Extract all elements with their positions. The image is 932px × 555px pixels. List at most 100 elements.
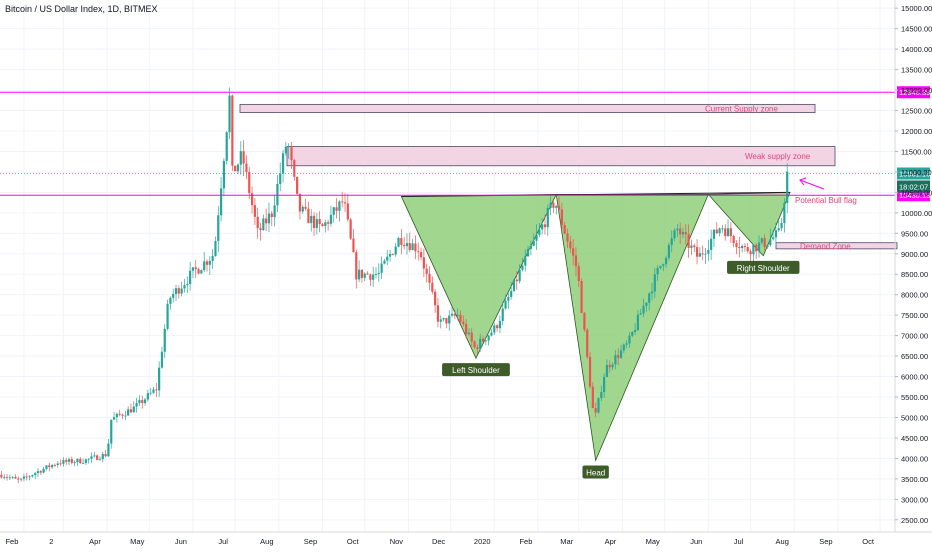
candle-body — [374, 274, 378, 275]
candle-body — [62, 460, 65, 464]
left-shoulder-label: Left Shoulder — [452, 366, 500, 375]
candle-body — [217, 215, 220, 242]
candle-body — [679, 228, 682, 235]
candle-body — [656, 268, 659, 275]
candle-body — [594, 408, 597, 413]
y-tick-label: 12500.00 — [901, 107, 932, 116]
zone-1[interactable] — [239, 103, 816, 113]
x-tick-label: Apr — [605, 537, 617, 546]
candles — [0, 87, 789, 484]
candle-body — [25, 476, 28, 478]
y-tick-label: 10500.00 — [901, 188, 932, 197]
candle-body — [183, 285, 186, 289]
horizontal-lines: 12946.39 10430.13 10961.16 18:02:07 — [0, 86, 930, 202]
y-tick-label: 3000.00 — [901, 495, 928, 504]
candle-body — [495, 325, 499, 329]
candle-body — [256, 216, 259, 229]
candle-body — [417, 251, 420, 253]
candle-body — [673, 230, 676, 239]
candle-body — [566, 233, 569, 242]
candle-body — [588, 356, 592, 387]
candle-body — [487, 335, 490, 341]
candle-body — [31, 475, 34, 477]
y-tick-label: 4000.00 — [901, 454, 928, 463]
x-tick-label: Aug — [776, 537, 789, 546]
candle-body — [211, 256, 214, 261]
candle-body — [687, 234, 690, 248]
x-tick-label: Oct — [862, 537, 875, 546]
candle-body — [160, 351, 164, 368]
candle-body — [538, 229, 541, 235]
left-shoulder-triangle[interactable] — [400, 194, 557, 360]
candle-body — [107, 443, 110, 457]
neckline — [401, 191, 791, 197]
zone-label: Demand Zone — [800, 242, 851, 251]
candle-body — [343, 202, 347, 204]
level-badge-label: 10430.13 — [899, 191, 930, 200]
candle-body — [442, 317, 445, 320]
candle-body — [512, 279, 516, 291]
candle-body — [386, 256, 389, 261]
candle-body — [769, 239, 772, 245]
candle-body — [34, 473, 37, 476]
candle-body — [560, 209, 563, 226]
candle-body — [628, 335, 631, 344]
candle-body — [642, 305, 645, 314]
candle-body — [290, 146, 293, 161]
candle-body — [203, 261, 206, 271]
candle-body — [518, 269, 521, 282]
candle-body — [28, 476, 31, 478]
x-tick-label: Feb — [5, 537, 18, 546]
candle-body — [98, 459, 102, 460]
zone-3[interactable] — [775, 242, 898, 250]
candle-body — [501, 308, 504, 321]
x-tick-label: Sep — [819, 537, 832, 546]
candle-body — [180, 288, 183, 294]
x-tick-label: Mar — [560, 537, 573, 546]
candle-body — [363, 273, 366, 278]
candle-body — [425, 268, 428, 274]
candle-body — [532, 240, 535, 246]
candle-body — [498, 320, 502, 329]
candle-body — [124, 415, 127, 417]
candle-body — [372, 274, 375, 280]
candle-body — [662, 264, 665, 266]
candle-body — [310, 215, 313, 224]
candle-body — [197, 269, 200, 274]
candle-body — [408, 243, 411, 251]
bull-flag-arrow — [799, 179, 825, 190]
y-tick-label: 13500.00 — [901, 66, 932, 75]
zone-2[interactable] — [286, 146, 836, 167]
candle-body — [470, 332, 473, 342]
candle-body — [93, 455, 96, 457]
candle-body — [391, 254, 394, 255]
candle-body — [439, 319, 442, 322]
candle-body — [239, 151, 242, 165]
candle-body — [704, 253, 707, 255]
candle-body — [631, 331, 634, 336]
candle-body — [315, 219, 318, 229]
y-tick-label: 3500.00 — [901, 475, 928, 484]
zone-label: Current Supply zone — [705, 104, 778, 113]
y-tick-label: 4500.00 — [901, 434, 928, 443]
candle-body — [600, 392, 603, 399]
price-axis: 15000.00 14500.00 14000.00 13500.00 13000.00… — [894, 0, 932, 532]
candle-body — [645, 302, 648, 306]
head-label: Head — [586, 468, 605, 477]
candle-body — [690, 245, 693, 248]
zones: Current Supply zone Weak supply zone Deman… — [239, 103, 898, 251]
x-tick-label: Sep — [304, 537, 317, 546]
candle-body — [327, 222, 330, 224]
candle-body — [59, 463, 62, 465]
candle-body — [65, 460, 68, 462]
candle-body — [780, 223, 783, 229]
candle-body — [453, 313, 456, 316]
candle-body — [96, 455, 99, 460]
candle-body — [763, 238, 766, 248]
x-tick-label: Jun — [690, 537, 702, 546]
candle-body — [659, 265, 662, 269]
candle-body — [324, 222, 327, 227]
y-tick-label: 9000.00 — [901, 250, 928, 259]
